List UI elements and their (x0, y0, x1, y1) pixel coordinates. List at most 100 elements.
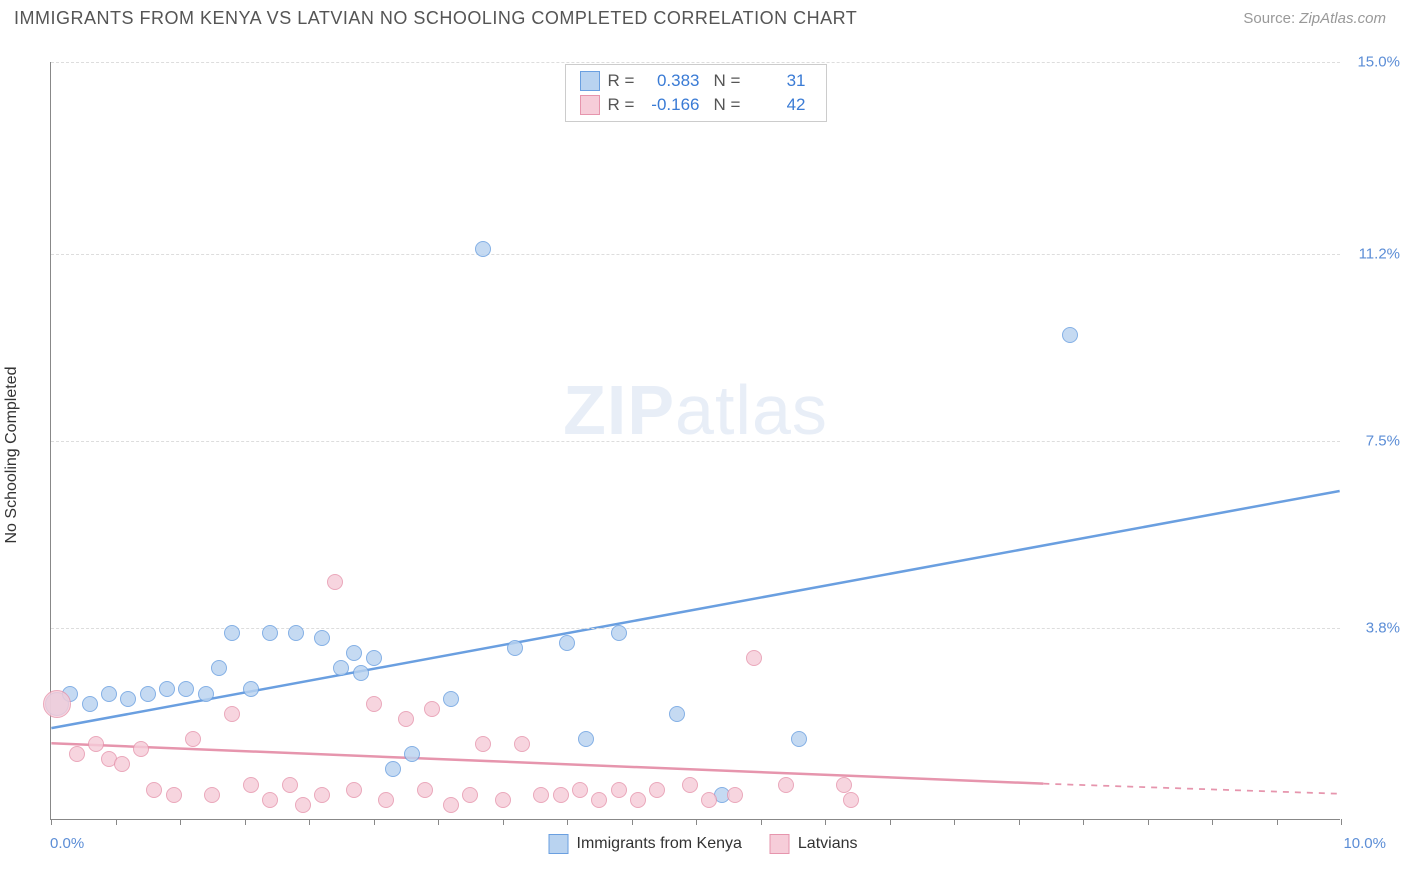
scatter-point (211, 660, 227, 676)
scatter-point (101, 686, 117, 702)
scatter-point (224, 706, 240, 722)
scatter-point (353, 665, 369, 681)
scatter-point (475, 736, 491, 752)
correlation-legend-row: R = 0.383 N = 31 (580, 69, 812, 93)
scatter-point (649, 782, 665, 798)
y-axis-tick: 11.2% (1345, 246, 1400, 263)
scatter-point (611, 782, 627, 798)
chart-title: IMMIGRANTS FROM KENYA VS LATVIAN NO SCHO… (14, 8, 857, 29)
legend-swatch (549, 834, 569, 854)
scatter-point (262, 792, 278, 808)
legend-r-label: R = (608, 95, 640, 115)
scatter-point (424, 701, 440, 717)
x-axis-tick-right: 10.0% (1343, 835, 1386, 852)
x-axis-tick-mark (632, 819, 633, 825)
scatter-point (88, 736, 104, 752)
scatter-point (178, 681, 194, 697)
legend-n-value: 42 (754, 95, 812, 115)
source-attribution: Source: ZipAtlas.com (1243, 10, 1386, 27)
scatter-point (398, 711, 414, 727)
scatter-point (727, 787, 743, 803)
scatter-point (327, 574, 343, 590)
scatter-point (295, 797, 311, 813)
scatter-point (385, 761, 401, 777)
scatter-point (224, 625, 240, 641)
x-axis-tick-mark (438, 819, 439, 825)
scatter-point (578, 731, 594, 747)
scatter-point (243, 681, 259, 697)
x-axis-tick-mark (761, 819, 762, 825)
scatter-point (843, 792, 859, 808)
source-value: ZipAtlas.com (1299, 10, 1386, 27)
legend-n-label: N = (714, 71, 746, 91)
scatter-point (185, 731, 201, 747)
scatter-point (572, 782, 588, 798)
trend-line (51, 743, 1043, 783)
series-legend-item: Immigrants from Kenya (549, 834, 742, 854)
scatter-point (262, 625, 278, 641)
scatter-point (314, 787, 330, 803)
scatter-point (366, 650, 382, 666)
y-axis-tick: 7.5% (1345, 433, 1400, 450)
x-axis-tick-mark (567, 819, 568, 825)
y-axis-tick: 15.0% (1345, 54, 1400, 71)
scatter-point (507, 640, 523, 656)
scatter-point (198, 686, 214, 702)
scatter-point (346, 645, 362, 661)
legend-swatch (580, 95, 600, 115)
scatter-point (701, 792, 717, 808)
x-axis-tick-mark (116, 819, 117, 825)
y-axis-label: No Schooling Completed (3, 367, 21, 544)
scatter-point (404, 746, 420, 762)
correlation-legend-row: R =-0.166N =42 (580, 93, 812, 117)
x-axis-tick-mark (503, 819, 504, 825)
watermark: ZIPatlas (563, 370, 828, 450)
scatter-point (443, 691, 459, 707)
x-axis-tick-mark (1148, 819, 1149, 825)
gridline (51, 254, 1340, 255)
correlation-legend: R = 0.383 N = 31R = -0.166 N = 42 (565, 64, 827, 122)
x-axis-tick-mark (180, 819, 181, 825)
x-axis-tick-mark (954, 819, 955, 825)
gridline (51, 62, 1340, 63)
x-axis-tick-mark (51, 819, 52, 825)
scatter-point (791, 731, 807, 747)
scatter-point (669, 706, 685, 722)
legend-r-value: -0.166 (648, 95, 706, 115)
scatter-point (378, 792, 394, 808)
series-legend-label: Immigrants from Kenya (577, 835, 742, 853)
legend-n-value: 31 (754, 71, 812, 91)
scatter-point (417, 782, 433, 798)
legend-swatch (580, 71, 600, 91)
legend-swatch (770, 834, 790, 854)
scatter-point (746, 650, 762, 666)
gridline (51, 441, 1340, 442)
scatter-point (611, 625, 627, 641)
scatter-point (553, 787, 569, 803)
series-legend: Immigrants from KenyaLatvians (549, 834, 858, 854)
scatter-point (514, 736, 530, 752)
legend-r-label: R = (608, 71, 640, 91)
scatter-point (288, 625, 304, 641)
scatter-point (630, 792, 646, 808)
x-axis-tick-mark (1212, 819, 1213, 825)
chart-plot-area: ZIPatlas R =0.383N =31R =-0.166N =42 15.… (50, 62, 1340, 820)
gridline (51, 628, 1340, 629)
x-axis-tick-mark (309, 819, 310, 825)
scatter-point (159, 681, 175, 697)
scatter-point (146, 782, 162, 798)
y-axis-tick: 3.8% (1345, 619, 1400, 636)
scatter-point (43, 690, 71, 718)
scatter-point (591, 792, 607, 808)
legend-r-value: 0.383 (648, 71, 706, 91)
scatter-point (475, 241, 491, 257)
scatter-point (495, 792, 511, 808)
x-axis-tick-left: 0.0% (50, 835, 84, 852)
scatter-point (69, 746, 85, 762)
scatter-point (166, 787, 182, 803)
scatter-point (243, 777, 259, 793)
scatter-point (204, 787, 220, 803)
scatter-point (346, 782, 362, 798)
x-axis-tick-mark (245, 819, 246, 825)
watermark-light: atlas (675, 371, 828, 449)
